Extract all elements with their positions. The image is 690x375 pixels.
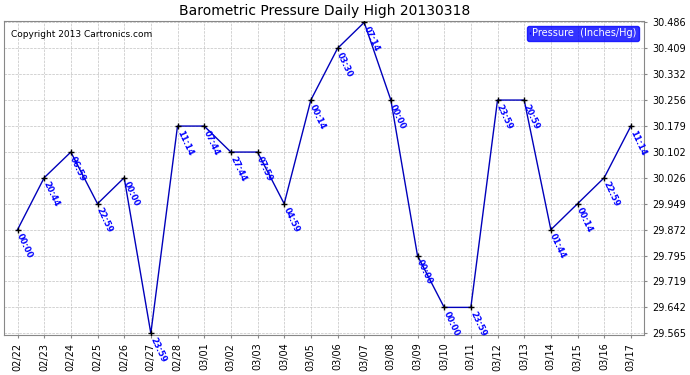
- Text: 07:59: 07:59: [255, 155, 274, 183]
- Text: 11:14: 11:14: [175, 129, 195, 157]
- Text: 01:44: 01:44: [549, 232, 568, 261]
- Text: 07:44: 07:44: [201, 129, 221, 157]
- Text: 22:59: 22:59: [602, 180, 621, 209]
- Text: 23:59: 23:59: [148, 336, 168, 364]
- Text: 11:14: 11:14: [629, 129, 648, 157]
- Text: 23:59: 23:59: [469, 310, 488, 338]
- Text: 22:59: 22:59: [95, 207, 115, 234]
- Text: 00:00: 00:00: [442, 310, 461, 338]
- Text: 00:00: 00:00: [388, 103, 408, 130]
- Title: Barometric Pressure Daily High 20130318: Barometric Pressure Daily High 20130318: [179, 4, 470, 18]
- Text: 20:44: 20:44: [41, 180, 61, 209]
- Text: 04:59: 04:59: [282, 207, 301, 234]
- Text: 20:59: 20:59: [522, 103, 541, 131]
- Text: 00:00: 00:00: [15, 232, 34, 260]
- Text: 00:00: 00:00: [415, 258, 434, 286]
- Text: Copyright 2013 Cartronics.com: Copyright 2013 Cartronics.com: [10, 30, 152, 39]
- Text: 03:30: 03:30: [335, 51, 354, 79]
- Text: 00:00: 00:00: [121, 180, 141, 208]
- Text: 00:14: 00:14: [575, 207, 594, 234]
- Legend: Pressure  (Inches/Hg): Pressure (Inches/Hg): [527, 26, 640, 41]
- Text: 00:14: 00:14: [308, 103, 328, 131]
- Text: 06:59: 06:59: [68, 155, 88, 183]
- Text: 27:44: 27:44: [228, 155, 248, 183]
- Text: 23:59: 23:59: [495, 103, 514, 131]
- Text: 07:14: 07:14: [362, 25, 381, 53]
